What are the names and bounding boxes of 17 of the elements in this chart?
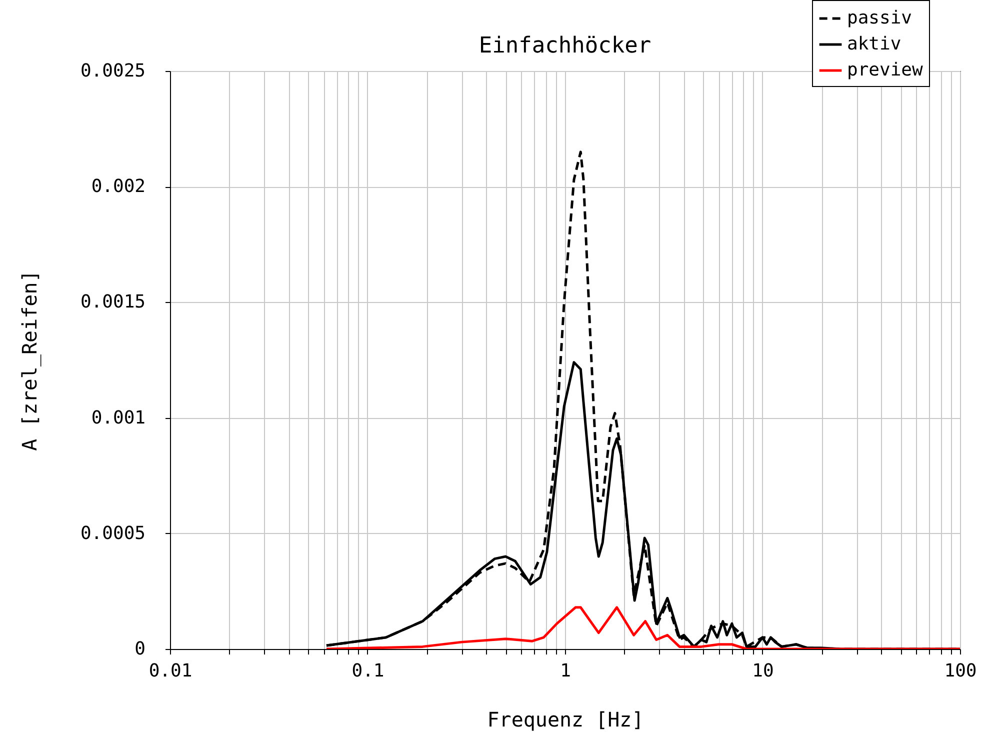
x-tick-label: 100	[944, 660, 977, 682]
legend-label: preview	[847, 60, 924, 80]
x-tick-label: 1	[560, 660, 571, 682]
y-tick-label: 0.001	[91, 407, 146, 428]
legend-label: passiv	[847, 8, 912, 28]
x-axis-title: Frequenz [Hz]	[487, 708, 644, 732]
x-tick-label: 0.1	[352, 660, 384, 682]
chart-title: Einfachhöcker	[478, 34, 652, 58]
y-tick-label: 0	[134, 638, 146, 660]
x-tick-label: 0.01	[148, 660, 192, 682]
x-tick-label: 10	[752, 660, 774, 682]
y-tick-label: 0.0015	[80, 292, 146, 313]
y-tick-label: 0.0005	[80, 522, 146, 544]
y-axis-title: A [zrel_Reifen]	[17, 270, 42, 451]
y-tick-label: 0.002	[91, 176, 146, 198]
legend-label: aktiv	[847, 34, 902, 54]
y-tick-label: 0.0025	[80, 60, 146, 82]
